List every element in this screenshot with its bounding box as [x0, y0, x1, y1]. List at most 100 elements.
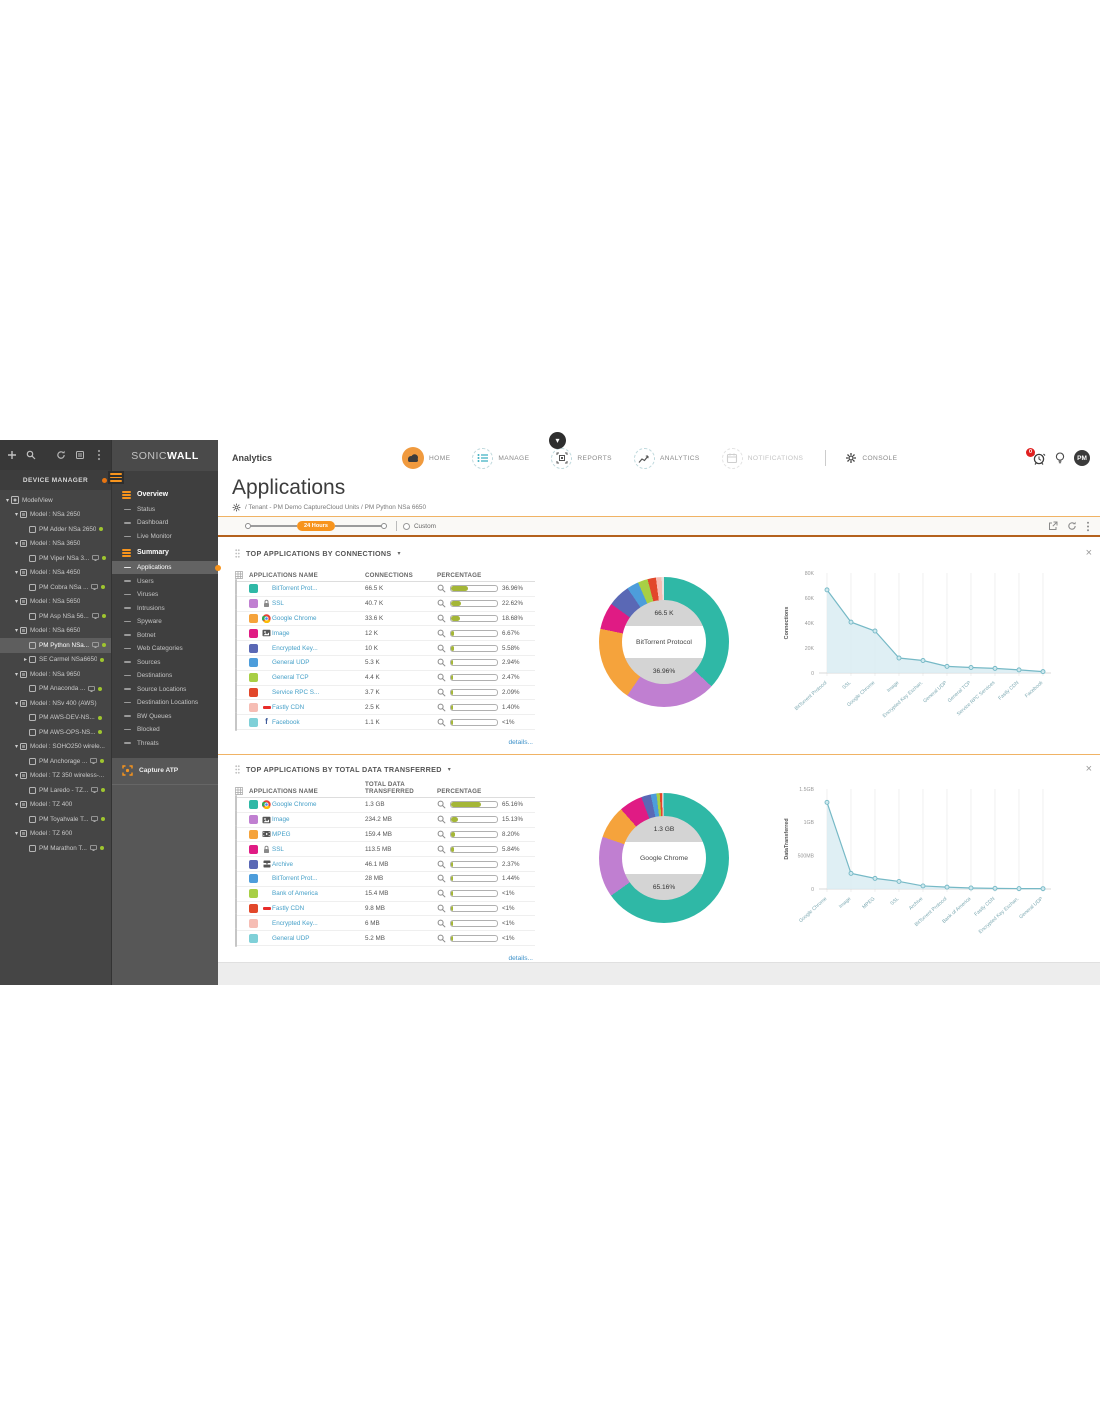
sidebar-item-blocked[interactable]: Blocked	[112, 723, 218, 737]
panel1-caret-icon[interactable]: ▾	[397, 550, 401, 557]
app-name-link[interactable]: Service RPC S...	[272, 688, 320, 696]
collapse-header-button[interactable]: ▾	[549, 432, 566, 449]
sidebar-item-live-monitor[interactable]: Live Monitor	[112, 530, 218, 544]
row-checkbox[interactable]	[235, 854, 237, 874]
nav-item-console[interactable]: CONSOLE	[825, 450, 897, 466]
tree-expand-icon[interactable]	[22, 729, 29, 735]
app-name-link[interactable]: SSL	[272, 600, 284, 608]
sidebar-item-destinations[interactable]: Destinations	[112, 669, 218, 683]
tree-item[interactable]: PM Asp NSa 56...	[0, 609, 111, 624]
sidebar-item-source-locations[interactable]: Source Locations	[112, 682, 218, 696]
app-name-link[interactable]: Google Chrome	[272, 801, 317, 809]
slider-end-handle[interactable]	[380, 523, 387, 529]
row-checkbox[interactable]	[235, 712, 237, 732]
sidebar-item-capture-atp[interactable]: Capture ATP	[112, 758, 218, 785]
row-checkbox[interactable]	[235, 608, 237, 628]
magnifier-icon[interactable]	[437, 815, 446, 824]
custom-radio[interactable]	[402, 522, 410, 530]
sidebar-item-web-categories[interactable]: Web Categories	[112, 642, 218, 656]
tree-expand-icon[interactable]: ▾	[14, 671, 18, 678]
row-checkbox[interactable]	[235, 898, 237, 918]
drag-handle-icon[interactable]	[235, 548, 240, 558]
row-checkbox[interactable]	[235, 697, 237, 717]
tree-expand-icon[interactable]: ▾	[14, 700, 18, 707]
app-name-link[interactable]: MPEG	[272, 830, 291, 838]
sidebar-item-users[interactable]: Users	[112, 574, 218, 588]
tree-expand-icon[interactable]: ▸	[23, 657, 27, 664]
tree-item[interactable]: ▾ Model : NSa 4650	[0, 566, 111, 581]
magnifier-icon[interactable]	[437, 703, 446, 712]
tree-item[interactable]: ▾ Model : NSa 9650	[0, 667, 111, 682]
nav-item-reports[interactable]: REPORTS	[551, 447, 612, 469]
magnifier-icon[interactable]	[437, 845, 446, 854]
sidebar-item-status[interactable]: Status	[112, 503, 218, 517]
refresh-devices-button[interactable]	[55, 449, 67, 461]
tree-item[interactable]: PM Cobra NSa ...	[0, 580, 111, 595]
magnifier-icon[interactable]	[437, 718, 446, 727]
tree-expand-icon[interactable]: ▾	[14, 628, 18, 635]
tree-item[interactable]: ▾ Model : NSv 400 (AWS)	[0, 696, 111, 711]
magnifier-icon[interactable]	[437, 673, 446, 682]
bulb-icon[interactable]	[1055, 451, 1065, 465]
connections-line-chart[interactable]: 0 20K 40K 60K 80K BitTorrent Protocol SSL Googl…	[779, 563, 1071, 735]
magnifier-icon[interactable]	[437, 629, 446, 638]
tree-expand-icon[interactable]: ▾	[14, 831, 18, 838]
sidebar-item-spyware[interactable]: Spyware	[112, 615, 218, 629]
app-name-link[interactable]: Bank of America	[272, 890, 318, 898]
device-manager-header[interactable]: DEVICE MANAGER	[0, 470, 111, 490]
refresh-icon[interactable]	[1067, 521, 1077, 531]
nav-item-home[interactable]: HOME	[402, 447, 450, 469]
alarm-icon[interactable]: 0	[1026, 447, 1046, 465]
sidebar-item-destination-locations[interactable]: Destination Locations	[112, 696, 218, 710]
magnifier-icon[interactable]	[437, 860, 446, 869]
nav-section-summary[interactable]: Summary	[112, 543, 218, 561]
export-icon[interactable]	[1048, 521, 1058, 531]
tree-item[interactable]: PM Adder NSa 2650	[0, 522, 111, 537]
tree-expand-icon[interactable]: ▾	[14, 599, 18, 606]
magnifier-icon[interactable]	[437, 614, 446, 623]
magnifier-icon[interactable]	[437, 800, 446, 809]
sidebar-item-viruses[interactable]: Viruses	[112, 588, 218, 602]
panel1-details-link[interactable]: details...	[508, 739, 533, 746]
nav-item-notifications[interactable]: NOTIFICATIONS	[721, 447, 804, 469]
tree-expand-icon[interactable]: ▾	[14, 570, 18, 577]
row-checkbox[interactable]	[235, 913, 237, 933]
data-donut-chart[interactable]: 1.3 GB Google Chrome 65.16%	[599, 793, 729, 923]
app-name-link[interactable]: Fastly CDN	[272, 904, 305, 912]
app-name-link[interactable]: Encrypted Key...	[272, 644, 318, 652]
tree-expand-icon[interactable]	[22, 787, 29, 793]
row-checkbox[interactable]	[235, 638, 237, 658]
row-checkbox[interactable]	[235, 667, 237, 687]
search-devices-button[interactable]	[25, 449, 37, 461]
row-checkbox[interactable]	[235, 883, 237, 903]
sidebar-item-botnet[interactable]: Botnet	[112, 628, 218, 642]
magnifier-icon[interactable]	[437, 919, 446, 928]
sidebar-item-dashboard[interactable]: Dashboard	[112, 516, 218, 530]
tree-item[interactable]: PM Laredo - TZ...	[0, 783, 111, 798]
row-checkbox[interactable]	[235, 824, 237, 844]
sidebar-item-applications[interactable]: Applications	[112, 560, 221, 575]
row-checkbox[interactable]	[235, 928, 237, 948]
tree-item[interactable]: PM Marathon T...	[0, 841, 111, 856]
tree-expand-icon[interactable]	[22, 686, 29, 692]
panel2-caret-icon[interactable]: ▾	[447, 766, 451, 773]
row-checkbox[interactable]	[235, 794, 237, 814]
connections-donut-chart[interactable]: 66.5 K BitTorrent Protocol 36.96%	[599, 577, 729, 707]
tree-item[interactable]: ▾ Model : TZ 600	[0, 827, 111, 842]
app-name-link[interactable]: BitTorrent Prot...	[272, 875, 318, 883]
panel1-close-icon[interactable]: ×	[1085, 546, 1092, 559]
tree-item[interactable]: PM Anchorage ...	[0, 754, 111, 769]
tree-item[interactable]: ▾ Model : TZ 350 wireless-...	[0, 769, 111, 784]
row-checkbox[interactable]	[235, 578, 237, 598]
magnifier-icon[interactable]	[437, 644, 446, 653]
row-checkbox[interactable]	[235, 839, 237, 859]
row-checkbox[interactable]	[235, 682, 237, 702]
app-name-link[interactable]: General UDP	[272, 659, 310, 667]
tree-expand-icon[interactable]	[22, 816, 29, 822]
app-name-link[interactable]: General TCP	[272, 674, 309, 682]
tree-item[interactable]: ▾ Model : NSa 6650	[0, 624, 111, 639]
magnifier-icon[interactable]	[437, 584, 446, 593]
app-name-link[interactable]: Google Chrome	[272, 614, 317, 622]
app-name-link[interactable]: BitTorrent Prot...	[272, 585, 318, 593]
app-name-link[interactable]: Facebook	[272, 718, 300, 726]
